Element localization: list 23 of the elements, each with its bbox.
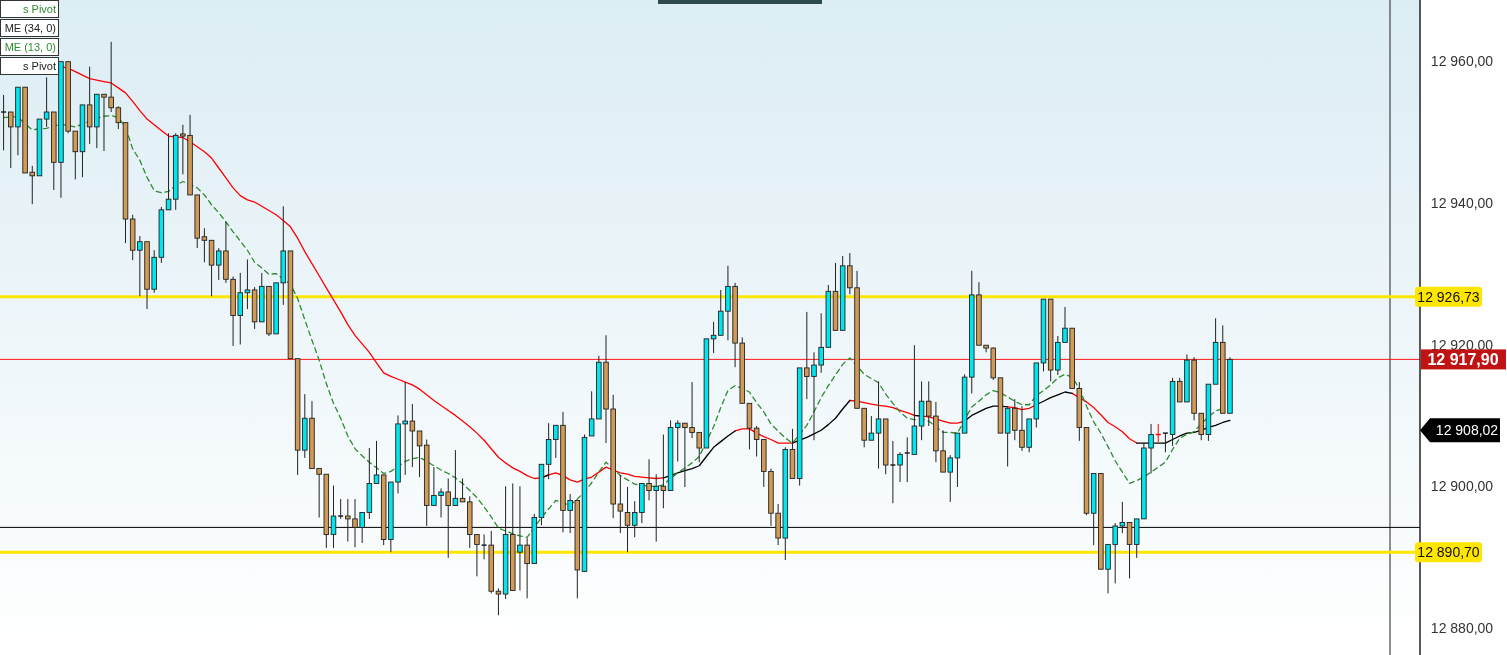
candlestick [338, 498, 344, 520]
y-tick-label: 12 940,00 [1430, 194, 1494, 211]
candlestick [373, 440, 380, 484]
candlestick [330, 485, 337, 549]
y-tick-label: 12 920,00 [1430, 336, 1494, 353]
candlestick [897, 451, 903, 483]
candlestick [1, 94, 7, 151]
candlestick [624, 486, 631, 553]
ref-line-label: 12 926,73 [1417, 288, 1480, 305]
text: ME (34, 0) [4, 22, 56, 34]
ref-line-label: 12 917,90 [1427, 350, 1499, 368]
y-tick-label: 12 960,00 [1430, 52, 1494, 69]
candlestick [416, 430, 423, 478]
candlestick [875, 380, 882, 470]
candlestick [1126, 521, 1133, 579]
text: ME (13, 0) [4, 41, 56, 53]
candlestick [1162, 432, 1168, 453]
y-tick-label: 12 880,00 [1430, 620, 1494, 637]
annotation: s Pivot [22, 3, 56, 15]
ref-line-label: 12 890,70 [1417, 544, 1480, 561]
text: 12 908,02 [1435, 422, 1499, 439]
annotation: s Pivot [22, 60, 56, 72]
y-tick-label: 12 900,00 [1430, 478, 1494, 495]
